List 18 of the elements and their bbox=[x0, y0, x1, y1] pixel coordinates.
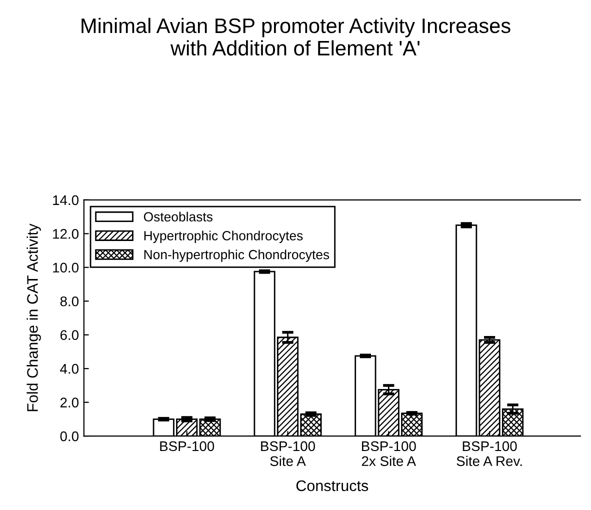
y-tick-label: 10.0 bbox=[53, 262, 79, 273]
x-tick-label: BSP-100 bbox=[160, 441, 214, 452]
y-tick-label: 12.0 bbox=[53, 228, 79, 239]
y-tick-label: 2.0 bbox=[60, 398, 79, 408]
x-tick-label: BSP-100 Site A Rev. bbox=[456, 441, 522, 466]
legend-label: Osteoblasts bbox=[144, 212, 212, 222]
legend-label: Hypertrophic Chondrocytes bbox=[144, 230, 303, 243]
y-tick-label: 6.0 bbox=[60, 330, 79, 340]
chart-title: Minimal Avian BSP promoter Activity Increases with Addition of Element 'A' bbox=[82, 18, 510, 56]
y-axis-title: Fold Change in CAT Activity bbox=[26, 224, 41, 412]
x-tick-label: BSP-100 Site A bbox=[261, 441, 315, 466]
y-tick-label: 14.0 bbox=[53, 195, 79, 206]
y-tick-label: 8.0 bbox=[60, 296, 79, 306]
legend-label: Non-hypertrophic Chondrocytes bbox=[144, 250, 330, 262]
y-tick-label: 4.0 bbox=[60, 364, 79, 374]
y-tick-label: 0.0 bbox=[60, 431, 79, 442]
x-tick-label: BSP-100 2x Site A bbox=[362, 441, 416, 466]
x-axis-title: Constructs bbox=[296, 480, 368, 492]
